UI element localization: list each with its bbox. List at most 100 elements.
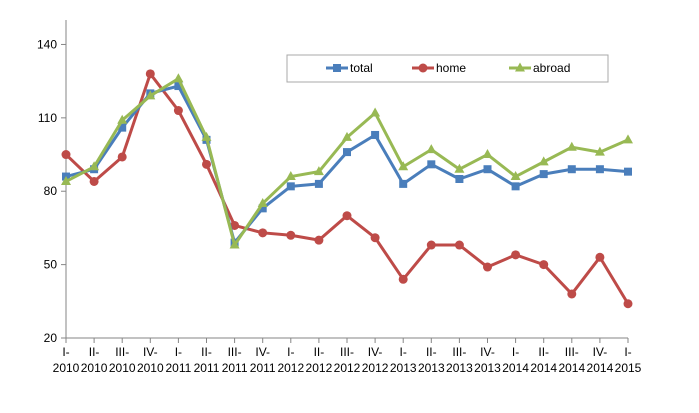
y-tick-label: 140 bbox=[37, 37, 57, 51]
x-tick-label-year: 2015 bbox=[615, 361, 642, 375]
x-tick-label-year: 2013 bbox=[418, 361, 445, 375]
data-point-home bbox=[398, 274, 408, 284]
data-point-home bbox=[511, 250, 521, 260]
data-point-abroad bbox=[538, 156, 549, 166]
data-point-abroad bbox=[482, 149, 493, 159]
data-point-abroad bbox=[398, 161, 409, 171]
data-point-total bbox=[567, 165, 576, 174]
data-point-total bbox=[539, 170, 548, 179]
axes: 20 50 80 110 140 I- 2010 II- 2010 III- 2010 IV- 2010… bbox=[37, 20, 642, 375]
data-point-home bbox=[426, 240, 436, 250]
x-tick-label-quarter: II- bbox=[426, 345, 437, 359]
x-tick-label-year: 2011 bbox=[165, 361, 191, 375]
x-tick-label-year: 2010 bbox=[137, 361, 164, 375]
data-point-abroad bbox=[594, 146, 605, 156]
data-point-home bbox=[173, 106, 183, 116]
data-point-total bbox=[118, 123, 127, 132]
data-point-home bbox=[595, 252, 605, 262]
data-point-abroad bbox=[285, 171, 296, 181]
data-point-abroad bbox=[342, 131, 352, 141]
x-tick-label-quarter: III- bbox=[340, 345, 354, 359]
x-tick-label-quarter: I- bbox=[512, 345, 519, 359]
data-point-home bbox=[230, 220, 240, 230]
data-point-abroad bbox=[61, 175, 71, 185]
data-point-total bbox=[624, 167, 632, 176]
data-point-home bbox=[567, 289, 577, 299]
x-tick-label-quarter: III- bbox=[228, 345, 242, 359]
x-tick-label-year: 2014 bbox=[587, 361, 614, 375]
x-tick-label-year: 2010 bbox=[53, 361, 80, 375]
legend-marker-home bbox=[418, 63, 428, 73]
x-tick-label-year: 2011 bbox=[222, 361, 248, 375]
data-point-total bbox=[483, 165, 492, 174]
y-tick-label: 50 bbox=[44, 258, 58, 272]
x-tick-label-quarter: III- bbox=[115, 345, 129, 359]
data-point-abroad bbox=[370, 107, 381, 117]
data-point-total bbox=[427, 160, 436, 169]
x-tick-label-year: 2010 bbox=[109, 361, 136, 375]
series-line-home bbox=[64, 72, 630, 305]
x-tick-label-year: 2012 bbox=[277, 361, 304, 375]
x-tick-label-quarter: IV- bbox=[368, 345, 383, 359]
x-tick-label-year: 2014 bbox=[530, 361, 557, 375]
data-point-abroad bbox=[623, 134, 633, 144]
legend-marker-total bbox=[333, 64, 341, 72]
data-point-abroad bbox=[229, 239, 240, 249]
x-tick-label-quarter: IV- bbox=[480, 345, 495, 359]
data-point-total bbox=[399, 179, 408, 188]
x-tick-label-quarter: IV- bbox=[593, 345, 608, 359]
data-point-home bbox=[117, 152, 127, 162]
data-point-abroad bbox=[201, 131, 212, 141]
x-tick-label-quarter: II- bbox=[538, 345, 549, 359]
data-point-total bbox=[174, 82, 183, 91]
data-point-total bbox=[286, 182, 295, 191]
data-point-home bbox=[258, 228, 268, 238]
data-point-home bbox=[342, 211, 352, 221]
data-point-home bbox=[145, 69, 155, 79]
series-home bbox=[61, 69, 633, 309]
data-point-abroad bbox=[313, 166, 324, 176]
x-tick-label-quarter: I- bbox=[287, 345, 294, 359]
legend-item-total: total bbox=[326, 61, 373, 75]
y-tick-label: 110 bbox=[38, 111, 57, 125]
x-tick-label-quarter: II- bbox=[201, 345, 212, 359]
x-tick-label-year: 2012 bbox=[306, 361, 333, 375]
data-point-home bbox=[370, 233, 380, 243]
data-point-home bbox=[483, 262, 492, 272]
x-tick-label-quarter: IV- bbox=[255, 345, 270, 359]
series-layer bbox=[61, 69, 633, 309]
data-point-abroad bbox=[257, 197, 268, 207]
data-point-home bbox=[454, 240, 464, 250]
data-point-total bbox=[595, 165, 604, 174]
data-point-abroad bbox=[173, 73, 184, 83]
x-tick-label-year: 2012 bbox=[362, 361, 389, 375]
data-point-home bbox=[202, 159, 211, 169]
data-point-home bbox=[314, 235, 324, 245]
x-tick-label-year: 2011 bbox=[250, 361, 276, 375]
legend-item-home: home bbox=[412, 61, 466, 75]
x-tick-label-year: 2013 bbox=[390, 361, 417, 375]
data-point-abroad bbox=[426, 144, 437, 154]
data-point-home bbox=[61, 150, 71, 160]
data-point-home bbox=[89, 176, 99, 186]
data-point-home bbox=[286, 230, 296, 240]
data-point-home bbox=[539, 260, 549, 270]
data-point-total bbox=[371, 130, 380, 139]
data-point-home bbox=[623, 299, 633, 309]
x-tick-label-year: 2013 bbox=[474, 361, 501, 375]
data-point-abroad bbox=[145, 90, 156, 100]
data-point-abroad bbox=[510, 171, 521, 181]
x-tick-label-quarter: II- bbox=[89, 345, 100, 359]
x-tick-label-quarter: IV- bbox=[143, 345, 158, 359]
data-point-total bbox=[258, 204, 267, 213]
legend-marker-abroad bbox=[515, 62, 525, 72]
x-tick-label-year: 2011 bbox=[194, 361, 220, 375]
data-point-abroad bbox=[89, 161, 100, 171]
data-point-total bbox=[343, 148, 351, 157]
data-point-total bbox=[455, 175, 464, 183]
y-tick-label: 20 bbox=[44, 331, 58, 345]
x-tick-label-year: 2013 bbox=[446, 361, 473, 375]
legend-label: abroad bbox=[533, 61, 570, 75]
data-point-total bbox=[314, 179, 323, 188]
